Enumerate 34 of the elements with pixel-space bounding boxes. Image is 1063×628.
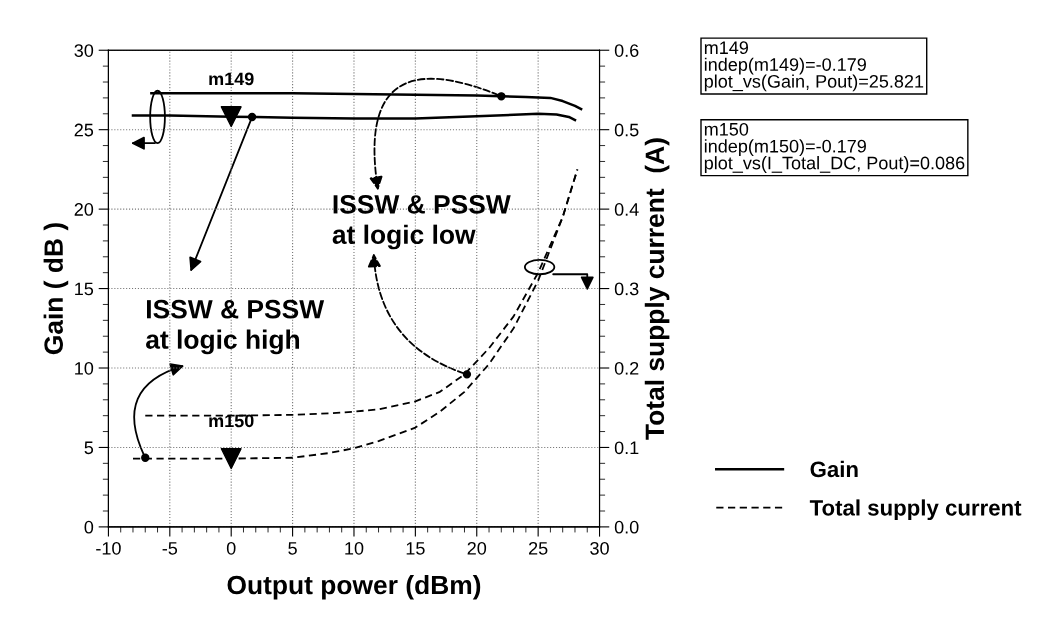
x-tick-label: -10: [96, 541, 121, 555]
legend-label: Gain: [810, 460, 858, 478]
text: m150 indep(m150)=-0.179 plot_vs(I_Total_DC, Pout)=0.086: [704, 122, 965, 173]
x-tick-label: 10: [345, 541, 364, 555]
y-tick-label: 15: [75, 282, 94, 296]
y2-tick-label: 0.0: [614, 520, 639, 534]
y-tick-label: 20: [74, 203, 94, 216]
x-tick-label: 5: [288, 542, 297, 555]
y2-tick-label: 0.4: [614, 203, 639, 216]
y-tick-label: 0: [84, 520, 94, 534]
y-tick-label: 25: [74, 123, 94, 137]
y2-axis-title: Total supply current (A): [644, 138, 670, 440]
y2-tick-label: 0.5: [614, 123, 639, 137]
y2-tick-label: 0.6: [614, 44, 639, 57]
text: m149 indep(m149)=-0.179 plot_vs(Gain, Pout)=25.821: [704, 41, 924, 92]
y2-tick-label: 0.1: [614, 441, 639, 455]
x-tick-label: 30: [590, 541, 609, 555]
y-tick-label: 5: [84, 441, 94, 455]
x-tick-label: 25: [529, 541, 548, 555]
annotation: ISSW & PSSW at logic low: [332, 195, 511, 250]
y2-tick-label: 0.2: [614, 361, 639, 375]
x-tick-label: 15: [406, 542, 425, 555]
x-axis-title: Output power (dBm): [227, 574, 481, 600]
data-label: m149: [209, 72, 254, 86]
annotation: ISSW & PSSW at logic high: [146, 299, 325, 355]
data-label: m150: [209, 414, 254, 428]
x-tick-label: 0: [226, 541, 236, 555]
y-tick-label: 30: [74, 44, 94, 57]
legend-label: Total supply current: [809, 499, 1022, 521]
x-tick-label: 20: [467, 541, 487, 555]
y-tick-label: 10: [75, 361, 94, 375]
y-axis-title: Gain ( dB ): [43, 223, 69, 355]
x-tick-label: -5: [162, 542, 178, 555]
y2-tick-label: 0.3: [614, 282, 639, 296]
